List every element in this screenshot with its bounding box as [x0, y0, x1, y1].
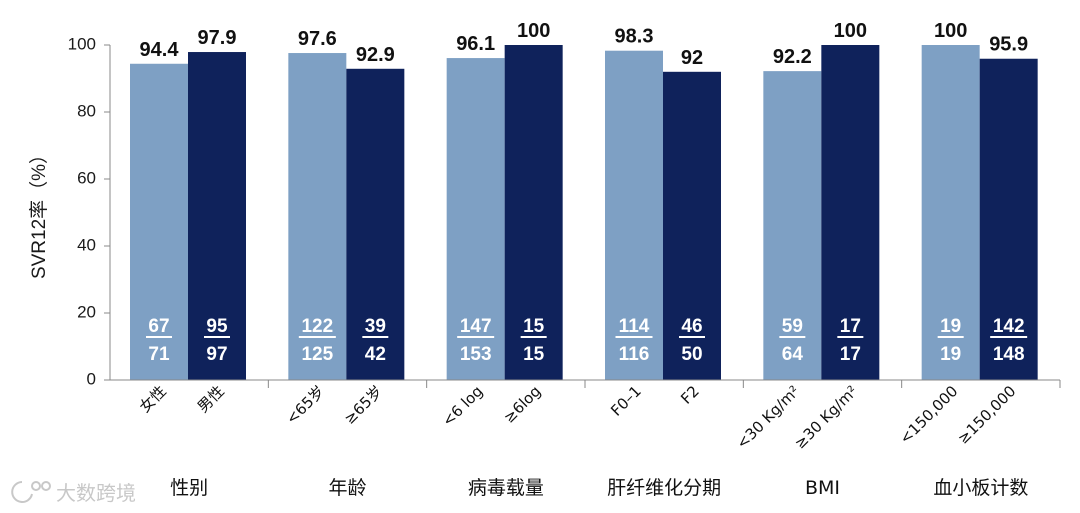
y-axis-title: SVR12率（%） [28, 145, 50, 279]
bar [130, 63, 188, 380]
bar-value-label: 97.6 [298, 28, 337, 50]
bar-value-label: 92.2 [773, 46, 812, 68]
bar-value-label: 100 [834, 20, 867, 42]
bar-numerator-label: 122 [301, 316, 333, 337]
bar [288, 53, 347, 380]
bar [663, 71, 721, 381]
bar-denominator-label: 19 [940, 344, 961, 365]
bar-value-label: 94.4 [140, 39, 180, 61]
y-tick-label: 60 [77, 168, 96, 187]
bar-denominator-label: 42 [365, 344, 386, 365]
bar-denominator-label: 148 [993, 344, 1025, 365]
bar-numerator-label: 67 [148, 316, 169, 337]
bar-numerator-label: 15 [523, 316, 545, 337]
bar-denominator-label: 116 [619, 344, 650, 365]
group-label: 性别 [170, 477, 208, 499]
category-label: <150,000 [896, 382, 961, 447]
bar-denominator-label: 17 [840, 344, 861, 365]
bar-denominator-label: 97 [206, 344, 227, 365]
bar-numerator-label: 59 [782, 316, 803, 337]
bars-layer [130, 45, 1038, 381]
watermark-text: 大数跨境 [56, 481, 136, 505]
group-label: 血小板计数 [933, 477, 1028, 499]
bar-denominator-label: 64 [782, 344, 804, 365]
bar-numerator-label: 142 [993, 316, 1025, 337]
bar-value-label: 98.3 [615, 26, 654, 48]
bar-denominator-label: 125 [301, 344, 333, 365]
bar-value-label: 97.9 [198, 27, 237, 49]
bar-value-label: 100 [934, 20, 967, 42]
group-label: 肝纤维化分期 [607, 477, 721, 499]
category-label: F0–1 [607, 382, 645, 420]
bar-numerator-label: 114 [619, 316, 650, 337]
bar-value-label: 92 [681, 47, 703, 69]
axes-layer: 0 20 40 60 80 100 [68, 34, 1061, 388]
y-tick-label: 80 [77, 101, 96, 120]
bar [605, 50, 663, 380]
bar-numerator-label: 46 [681, 316, 702, 337]
category-label: F2 [677, 382, 703, 408]
bar-value-label: 100 [517, 20, 550, 42]
watermark: 大数跨境 [11, 481, 136, 505]
y-tick-label: 20 [77, 302, 96, 321]
group-label: 年龄 [328, 477, 366, 499]
category-label: 女性 [136, 382, 170, 416]
category-label: 男性 [194, 382, 228, 416]
category-label: ≥150,000 [954, 382, 1019, 447]
bar [504, 45, 563, 380]
bar [446, 58, 505, 380]
bar [979, 58, 1038, 381]
category-label: <65岁 [282, 382, 328, 428]
category-label: ≥30 Kg/m² [791, 382, 861, 452]
bar [188, 52, 246, 380]
bar-value-label: 96.1 [456, 33, 495, 55]
bar [763, 71, 822, 380]
bar-denominator-label: 71 [148, 344, 170, 365]
y-tick-label: 100 [68, 34, 96, 53]
y-tick-label: 0 [87, 369, 96, 388]
watermark-logo-icon [11, 481, 51, 503]
bar-value-label: 92.9 [356, 44, 395, 66]
bar [346, 68, 405, 380]
bar [921, 45, 980, 380]
bar-denominator-label: 50 [681, 344, 702, 365]
bar-numerator-label: 17 [840, 316, 861, 337]
category-label: ≥65岁 [340, 382, 386, 428]
category-label: <6 log [439, 382, 487, 430]
y-tick-label: 40 [77, 235, 96, 254]
group-label: BMI [805, 477, 840, 499]
bar-numerator-label: 39 [365, 316, 386, 337]
bar-numerator-label: 147 [460, 316, 492, 337]
bar [821, 45, 880, 380]
category-label: ≥6log [500, 382, 545, 427]
bar-value-label: 95.9 [989, 34, 1028, 56]
bar-denominator-label: 15 [523, 344, 545, 365]
bar-denominator-label: 153 [460, 344, 492, 365]
group-label: 病毒载量 [468, 477, 544, 499]
bar-numerator-label: 95 [206, 316, 228, 337]
bar-numerator-label: 19 [940, 316, 961, 337]
